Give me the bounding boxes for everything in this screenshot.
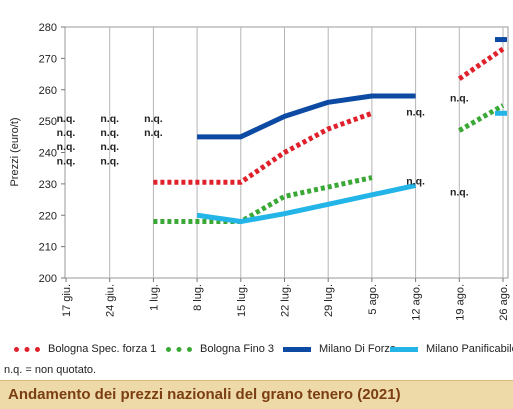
- nq-annotation: n.q.: [100, 141, 119, 153]
- x-tick-label: 8 lug.: [192, 284, 204, 311]
- legend-swatch: [283, 346, 311, 352]
- x-tick-label: 5 ago.: [367, 284, 379, 315]
- y-axis-label: Prezzi (euro/t): [9, 117, 21, 186]
- nq-annotation: n.q.: [450, 93, 469, 105]
- legend-label: Bologna Fino 3: [200, 343, 274, 355]
- legend-item: Milano Panificabile: [390, 338, 513, 360]
- y-tick-label: 220: [39, 210, 57, 222]
- chart-title: Andamento dei prezzi nazionali del grano…: [8, 386, 401, 403]
- nq-annotation: n.q.: [57, 113, 76, 125]
- y-tick-label: 280: [39, 22, 57, 34]
- x-tick-label: 1 lug.: [148, 284, 160, 311]
- legend-label: Milano Di Forza: [319, 343, 397, 355]
- x-axis-ticks: 17 giu. 24 giu. 1 lug. 8 lug. 15 lug. 22 lug.…: [61, 278, 510, 321]
- y-tick-label: 260: [39, 85, 57, 97]
- series-line: [196, 182, 417, 225]
- y-tick-label: 230: [39, 179, 57, 191]
- series-lines: [153, 37, 507, 225]
- x-tick-label: 26 ago.: [498, 284, 510, 321]
- title-bar: Andamento dei prezzi nazionali del grano…: [0, 380, 513, 409]
- x-tick-label: 19 ago.: [454, 284, 466, 321]
- series-line: [153, 110, 373, 185]
- legend-swatch: [166, 346, 192, 352]
- nq-annotation: n.q.: [144, 113, 163, 125]
- x-tick-label: 15 lug.: [236, 284, 248, 317]
- y-tick-label: 240: [39, 148, 57, 160]
- series-line: [153, 175, 373, 225]
- nq-annotation: n.q.: [100, 127, 119, 139]
- series-line: [458, 103, 505, 133]
- nq-annotation: n.q.: [144, 127, 163, 139]
- series-line: [197, 93, 416, 140]
- chart: 200 210 220 230 240 250 260 270 280 17 giu. 24 gi…: [9, 22, 510, 321]
- x-tick-label: 17 giu.: [61, 284, 73, 317]
- y-tick-label: 250: [39, 116, 57, 128]
- nq-annotation: n.q.: [100, 113, 119, 125]
- footnote: n.q. = non quotato.: [4, 364, 97, 376]
- legend-item: Milano Di Forza: [283, 338, 396, 360]
- legend-swatch: [14, 346, 40, 352]
- legend-label: Bologna Spec. forza 1: [48, 343, 157, 355]
- nq-annotation: n.q.: [100, 155, 119, 167]
- y-tick-label: 270: [39, 53, 57, 65]
- x-tick-label: 24 giu.: [105, 284, 117, 317]
- legend: Bologna Spec. forza 1 Bologna Fino 3 Milan…: [0, 338, 513, 362]
- y-tick-label: 200: [39, 273, 57, 285]
- nq-annotation: n.q.: [406, 176, 425, 188]
- x-tick-label: 22 lug.: [280, 284, 292, 317]
- legend-label: Milano Panificabile: [426, 343, 513, 355]
- nq-annotation: n.q.: [57, 141, 76, 153]
- series-line: [457, 46, 505, 81]
- legend-swatch: [390, 346, 418, 352]
- annotations: n.q. n.q. n.q. n.q. n.q. n.q. n.q. n.q. n.q. n.q.…: [57, 93, 469, 199]
- legend-item: Bologna Fino 3: [166, 338, 274, 360]
- x-tick-label: 12 ago.: [411, 284, 423, 321]
- nq-annotation: n.q.: [57, 155, 76, 167]
- nq-annotation: n.q.: [57, 127, 76, 139]
- nq-annotation: n.q.: [450, 187, 469, 199]
- y-axis-ticks: 200 210 220 230 240 250 260 270 280: [39, 22, 65, 285]
- legend-item: Bologna Spec. forza 1: [14, 338, 156, 360]
- y-tick-label: 210: [39, 242, 57, 254]
- x-tick-label: 29 lug.: [323, 284, 335, 317]
- nq-annotation: n.q.: [406, 107, 425, 119]
- grid-lines: [109, 27, 504, 278]
